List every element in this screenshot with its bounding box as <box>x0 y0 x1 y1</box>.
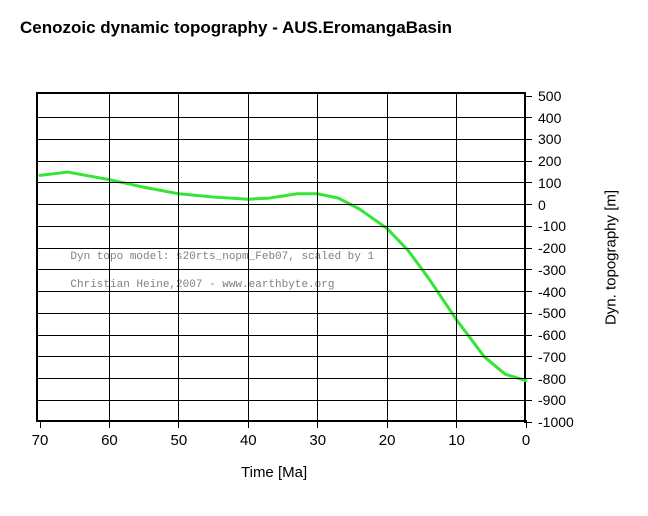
x-axis-label: Time [Ma] <box>241 464 307 481</box>
gridline-y <box>38 117 524 118</box>
x-tick-label: 10 <box>448 432 465 449</box>
y-tick-mark <box>524 356 532 357</box>
y-tick-label: -800 <box>538 371 566 387</box>
gridline-x <box>248 94 249 420</box>
x-tick-mark <box>317 420 318 428</box>
y-tick-mark <box>524 248 532 249</box>
x-tick-label: 60 <box>101 432 118 449</box>
x-tick-mark <box>109 420 110 428</box>
y-tick-mark <box>524 269 532 270</box>
gridline-y <box>38 182 524 183</box>
x-tick-mark <box>178 420 179 428</box>
chart-title: Cenozoic dynamic topography - AUS.Eroman… <box>20 18 452 38</box>
y-tick-mark <box>524 182 532 183</box>
x-tick-mark <box>248 420 249 428</box>
gridline-y <box>38 248 524 249</box>
gridline-y <box>38 335 524 336</box>
gridline-y <box>38 139 524 140</box>
y-tick-label: -600 <box>538 327 566 343</box>
y-tick-label: -700 <box>538 349 566 365</box>
y-tick-mark <box>524 139 532 140</box>
x-tick-label: 0 <box>522 432 530 449</box>
gridline-y <box>38 378 524 379</box>
gridline-x <box>178 94 179 420</box>
gridline-y <box>38 291 524 292</box>
y-tick-mark <box>524 161 532 162</box>
y-tick-label: 300 <box>538 131 561 147</box>
y-tick-label: -500 <box>538 305 566 321</box>
y-tick-label: 200 <box>538 153 561 169</box>
y-tick-mark <box>524 291 532 292</box>
x-tick-label: 70 <box>32 432 49 449</box>
gridline-x <box>456 94 457 420</box>
y-tick-label: 0 <box>538 197 546 213</box>
y-tick-label: -100 <box>538 218 566 234</box>
gridline-x <box>109 94 110 420</box>
gridline-x <box>387 94 388 420</box>
annotation-line-2: Christian Heine,2007 - www.earthbyte.org <box>70 279 334 291</box>
y-tick-mark <box>524 117 532 118</box>
y-tick-label: -300 <box>538 262 566 278</box>
gridline-y <box>38 313 524 314</box>
plot-area: Dyn topo model: s20rts_nopm_Feb07, scale… <box>36 92 526 422</box>
y-tick-label: -1000 <box>538 414 574 430</box>
gridline-y <box>38 204 524 205</box>
y-tick-mark <box>524 335 532 336</box>
y-tick-mark <box>524 400 532 401</box>
y-tick-mark <box>524 204 532 205</box>
y-tick-mark <box>524 313 532 314</box>
y-tick-label: 500 <box>538 88 561 104</box>
y-tick-mark <box>524 226 532 227</box>
y-tick-label: -900 <box>538 392 566 408</box>
x-tick-mark <box>40 420 41 428</box>
gridline-x <box>317 94 318 420</box>
y-axis-label: Dyn. topography [m] <box>603 178 620 338</box>
y-tick-mark <box>524 378 532 379</box>
x-tick-label: 40 <box>240 432 257 449</box>
y-tick-mark <box>524 422 532 423</box>
x-tick-label: 50 <box>171 432 188 449</box>
gridline-y <box>38 161 524 162</box>
x-tick-label: 20 <box>379 432 396 449</box>
gridline-y <box>38 400 524 401</box>
x-tick-mark <box>387 420 388 428</box>
gridline-y <box>38 226 524 227</box>
gridline-y <box>38 356 524 357</box>
y-tick-label: -200 <box>538 240 566 256</box>
y-tick-label: 100 <box>538 175 561 191</box>
y-tick-label: 400 <box>538 110 561 126</box>
y-tick-label: -400 <box>538 284 566 300</box>
gridline-y <box>38 269 524 270</box>
x-tick-label: 30 <box>309 432 326 449</box>
y-tick-mark <box>524 96 532 97</box>
annotation-line-1: Dyn topo model: s20rts_nopm_Feb07, scale… <box>70 251 374 263</box>
x-tick-mark <box>456 420 457 428</box>
